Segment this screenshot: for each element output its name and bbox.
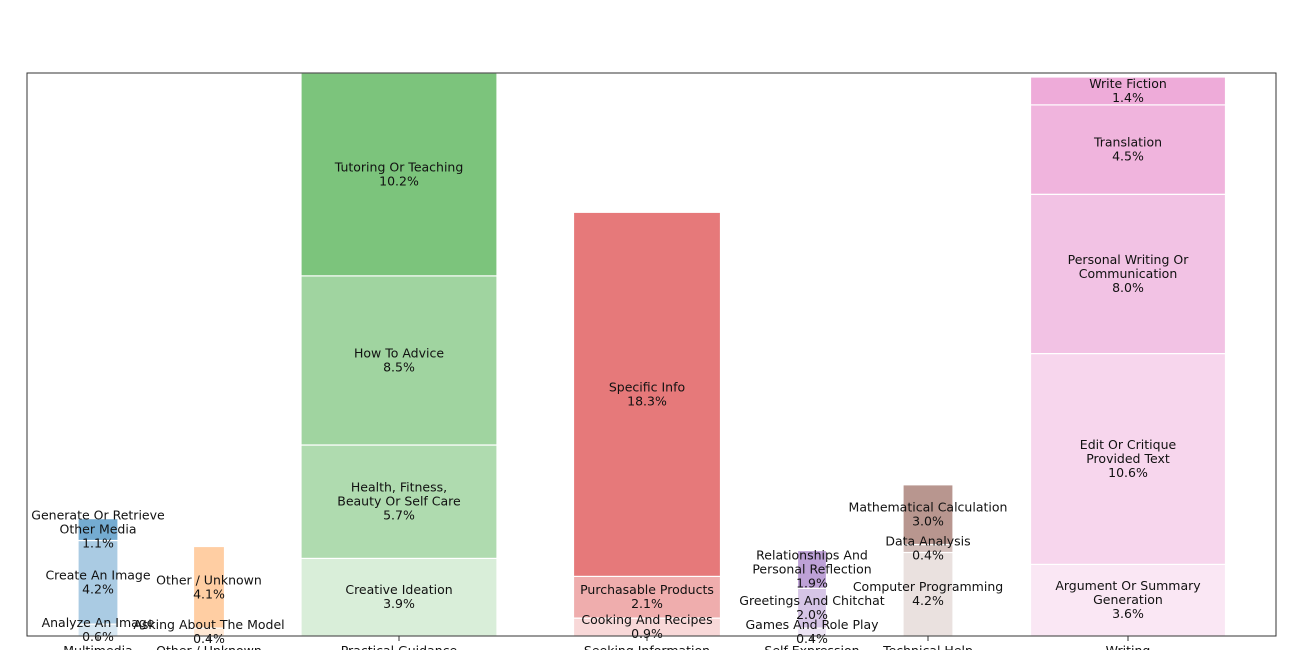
segment-value: 3.0% — [912, 513, 944, 528]
bar-segment-creative-ideation — [300, 557, 498, 637]
bar-segment-specific-info — [572, 211, 722, 578]
segment-value: 1.4% — [1112, 89, 1144, 104]
x-tick-label-self-expression: Self-Expression — [764, 643, 859, 650]
segment-value: 10.6% — [1108, 464, 1148, 479]
segment-label-how-to-advice: How To Advice 8.5% — [354, 345, 444, 374]
segment-value: 4.2% — [912, 593, 944, 608]
segment-value: 3.6% — [1112, 606, 1144, 621]
segment-label-specific-info: Specific Info 18.3% — [609, 379, 685, 408]
segment-label-translation: Translation 4.5% — [1093, 134, 1162, 163]
segment-label-line: Health, Fitness, — [351, 479, 447, 494]
segment-label-line: Tutoring Or Teaching — [334, 159, 464, 174]
bar-segment-computer-programming — [902, 551, 954, 637]
segment-label-line: Mathematical Calculation — [849, 499, 1008, 514]
segment-label-tutoring-or-teaching: Tutoring Or Teaching 10.2% — [334, 159, 464, 188]
segment-value: 3.9% — [383, 596, 415, 611]
bars-layer — [77, 72, 1227, 637]
segment-value: 2.1% — [631, 596, 663, 611]
bar-segment-health-fitness-beauty-or-self-care — [300, 444, 498, 560]
segment-label-line: Analyze An Image — [42, 615, 155, 630]
segment-value: 4.2% — [82, 581, 114, 596]
segment-label-line: How To Advice — [354, 345, 444, 360]
segment-label-line: Cooking And Recipes — [581, 612, 712, 627]
segment-label-line: Creative Ideation — [345, 582, 452, 597]
segment-label-line: Personal Reflection — [752, 561, 871, 576]
segment-label-line: Purchasable Products — [580, 582, 714, 597]
segment-label-mathematical-calculation: Mathematical Calculation 3.0% — [849, 499, 1008, 528]
segment-label-line: Asking About The Model — [133, 617, 284, 632]
segment-label-write-fiction: Write Fiction 1.4% — [1089, 75, 1167, 104]
x-tick-label-writing: Writing — [1106, 643, 1151, 650]
bar-segment-personal-writing-or-communication — [1029, 193, 1227, 355]
bar-segment-generate-or-retrieve-other-media — [77, 517, 119, 542]
segment-label-line: Other Media — [59, 521, 136, 536]
segment-value: 8.0% — [1112, 279, 1144, 294]
x-tick-label-practical-guidance: Practical Guidance — [341, 643, 458, 650]
segment-label-line: Greetings And Chitchat — [739, 593, 885, 608]
bar-segment-relationships-and-personal-reflection — [796, 549, 828, 589]
segment-label-line: Communication — [1079, 265, 1178, 280]
segment-label-other-unknown: Other / Unknown 4.1% — [156, 572, 262, 601]
segment-label-line: Relationships And — [756, 547, 868, 562]
segment-label-relationships-and-personal-reflection: Relationships And Personal Reflection 1.9% — [752, 547, 871, 590]
segment-label-purchasable-products: Purchasable Products 2.1% — [580, 582, 714, 611]
segment-label-line: Data Analysis — [885, 533, 970, 548]
segment-value: 1.1% — [82, 535, 114, 550]
segment-value: 4.1% — [193, 586, 225, 601]
segment-value: 10.2% — [379, 173, 419, 188]
segment-label-line: Personal Writing Or — [1068, 251, 1190, 266]
segment-label-computer-programming: Computer Programming 4.2% — [853, 579, 1003, 608]
segment-label-line: Write Fiction — [1089, 75, 1167, 90]
segment-label-asking-about-the-model: Asking About The Model 0.4% — [133, 617, 284, 646]
segment-label-data-analysis: Data Analysis 0.4% — [885, 533, 970, 562]
segment-label-line: Create An Image — [45, 567, 150, 582]
segment-label-greetings-and-chitchat: Greetings And Chitchat 2.0% — [739, 593, 885, 622]
x-tick-label-multimedia: Multimedia — [63, 643, 133, 650]
segment-value: 0.9% — [631, 626, 663, 641]
segment-label-health-fitness-beauty-or-self-care: Health, Fitness, Beauty Or Self Care 5.7% — [337, 479, 461, 522]
segment-label-line: Edit Or Critique — [1080, 436, 1177, 451]
plot-frame — [26, 72, 1277, 637]
segment-value: 0.4% — [912, 547, 944, 562]
segment-label-line: Argument Or Summary — [1055, 578, 1201, 593]
segment-label-argument-or-summary-generation: Argument Or Summary Generation 3.6% — [1055, 578, 1201, 621]
segment-label-line: Other / Unknown — [156, 572, 262, 587]
bar-segment-argument-or-summary-generation — [1029, 563, 1227, 637]
labels-layer: Analyze An Image 0.6%Create An Image 4.2%G… — [31, 75, 1201, 645]
bar-segment-translation — [1029, 104, 1227, 195]
segment-value: 2.0% — [796, 607, 828, 622]
segment-value: 5.7% — [383, 507, 415, 522]
segment-label-line: Generation — [1093, 592, 1163, 607]
segment-label-line: Specific Info — [609, 379, 685, 394]
segment-label-edit-or-critique-provided-text: Edit Or Critique Provided Text 10.6% — [1080, 436, 1177, 479]
segment-value: 1.9% — [796, 575, 828, 590]
bar-segment-how-to-advice — [300, 275, 498, 446]
segment-label-line: Beauty Or Self Care — [337, 493, 461, 508]
segment-label-line: Generate Or Retrieve — [31, 507, 165, 522]
x-tick-label-other-unknown: Other / Unknown — [156, 643, 262, 650]
bar-segment-create-an-image — [77, 539, 119, 625]
bar-segment-mathematical-calculation — [902, 484, 954, 546]
bar-segment-other-unknown — [192, 545, 226, 629]
segment-label-personal-writing-or-communication: Personal Writing Or Communication 8.0% — [1068, 251, 1190, 294]
segment-label-generate-or-retrieve-other-media: Generate Or Retrieve Other Media 1.1% — [31, 507, 165, 550]
segment-label-line: Computer Programming — [853, 579, 1003, 594]
bar-segment-edit-or-critique-provided-text — [1029, 352, 1227, 565]
x-tick-label-technical-help: Technical Help — [882, 643, 973, 650]
segment-value: 8.5% — [383, 359, 415, 374]
bar-segment-purchasable-products — [572, 575, 722, 619]
bar-segment-write-fiction — [1029, 76, 1227, 106]
segment-label-line: Provided Text — [1086, 450, 1170, 465]
segment-label-cooking-and-recipes: Cooking And Recipes 0.9% — [581, 612, 712, 641]
segment-value: 18.3% — [627, 393, 667, 408]
segment-label-create-an-image: Create An Image 4.2% — [45, 567, 150, 596]
segment-label-line: Games And Role Play — [745, 617, 879, 632]
segment-label-creative-ideation: Creative Ideation 3.9% — [345, 582, 452, 611]
bar-segment-tutoring-or-teaching — [300, 72, 498, 277]
segment-label-line: Translation — [1093, 134, 1162, 149]
segment-value: 4.5% — [1112, 148, 1144, 163]
x-tick-label-seeking-information: Seeking Information — [584, 643, 710, 650]
